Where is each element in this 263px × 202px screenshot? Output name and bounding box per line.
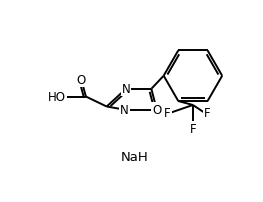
Text: O: O	[152, 104, 161, 117]
Text: O: O	[77, 74, 86, 87]
Text: N: N	[122, 83, 130, 96]
Text: NaH: NaH	[120, 150, 148, 163]
Text: HO: HO	[48, 90, 66, 103]
Text: F: F	[190, 123, 196, 136]
Text: F: F	[204, 107, 210, 120]
Text: F: F	[164, 107, 171, 120]
Text: N: N	[120, 104, 129, 117]
